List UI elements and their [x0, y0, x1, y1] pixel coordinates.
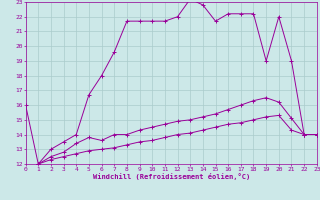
X-axis label: Windchill (Refroidissement éolien,°C): Windchill (Refroidissement éolien,°C) [92, 173, 250, 180]
